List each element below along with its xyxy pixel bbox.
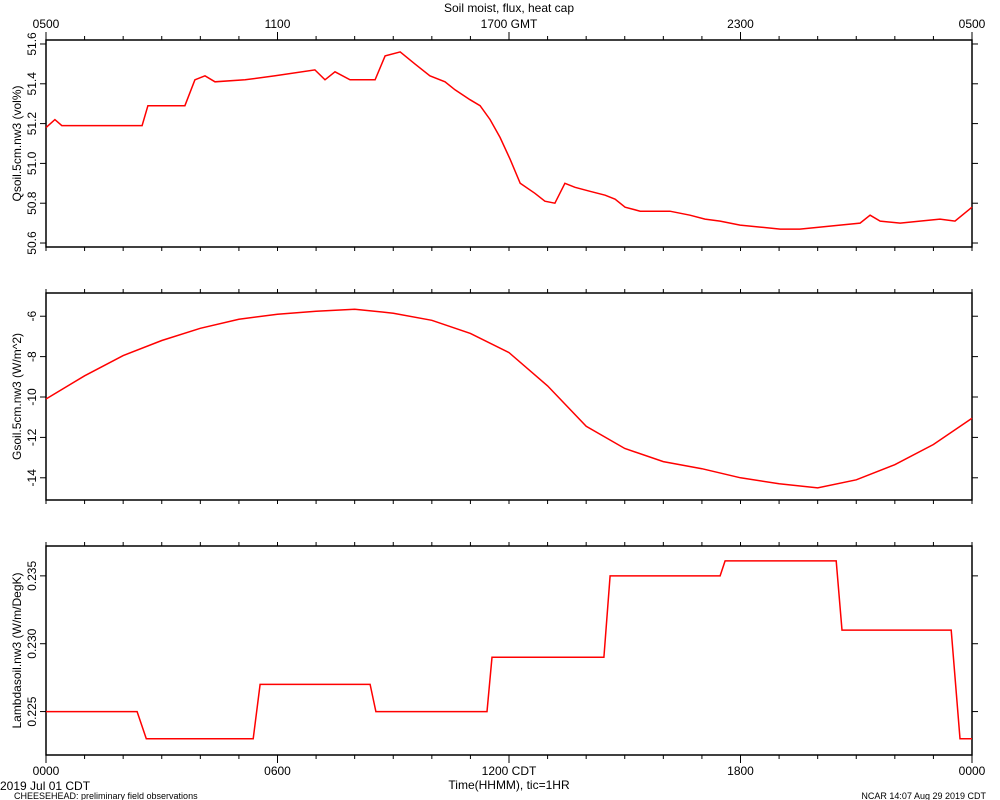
data-line [45,308,973,489]
y-tick-label: -6 [25,311,39,322]
top-x-tick-label: 1700 GMT [481,17,538,31]
footer-credit: NCAR 14:07 Aug 29 2019 CDT [861,791,986,800]
footer-date: 2019 Jul 01 CDT [0,779,91,793]
top-x-tick-label: 0500 [959,17,986,31]
data-line [45,51,973,230]
y-tick-label: -10 [25,388,39,406]
y-axis-label: Qsoil.5cm.nw3 (vol%) [10,85,24,201]
x-tick-label: 0000 [959,764,986,778]
y-tick-label: 51.6 [25,32,39,56]
top-x-tick-label: 1100 [265,17,291,31]
y-tick-label: 0.235 [25,561,39,591]
y-tick-label: 51.2 [25,112,39,136]
y-tick-label: 0.230 [25,628,39,658]
y-tick-label: 50.8 [25,191,39,215]
y-tick-label: -8 [25,351,39,362]
plot-frame [45,39,973,248]
plot-frame [45,545,973,756]
y-axis-label: Lambdasoil.nw3 (W/m/DegK) [10,572,24,728]
x-tick-label: 1200 CDT [482,764,537,778]
y-axis-label: Gsoil.5cm.nw3 (W/m^2) [10,333,24,460]
y-tick-label: -12 [25,428,39,446]
footer-project: CHEESEHEAD: preliminary field observatio… [14,791,198,800]
y-tick-label: -14 [25,469,39,487]
chart-title: Soil moist, flux, heat cap [444,1,574,15]
plot-frame [45,292,973,501]
y-tick-label: 51.4 [25,72,39,96]
y-tick-label: 50.6 [25,231,39,255]
top-x-tick-label: 2300 [727,17,754,31]
x-tick-label: 0000 [33,764,60,778]
x-tick-label: 1800 [727,764,754,778]
y-tick-label: 51.0 [25,151,39,175]
top-x-tick-label: 0500 [33,17,60,31]
data-line [46,560,972,740]
x-axis-label: Time(HHMM), tic=1HR [448,778,570,792]
y-tick-label: 0.225 [25,696,39,726]
x-tick-label: 0600 [264,764,291,778]
